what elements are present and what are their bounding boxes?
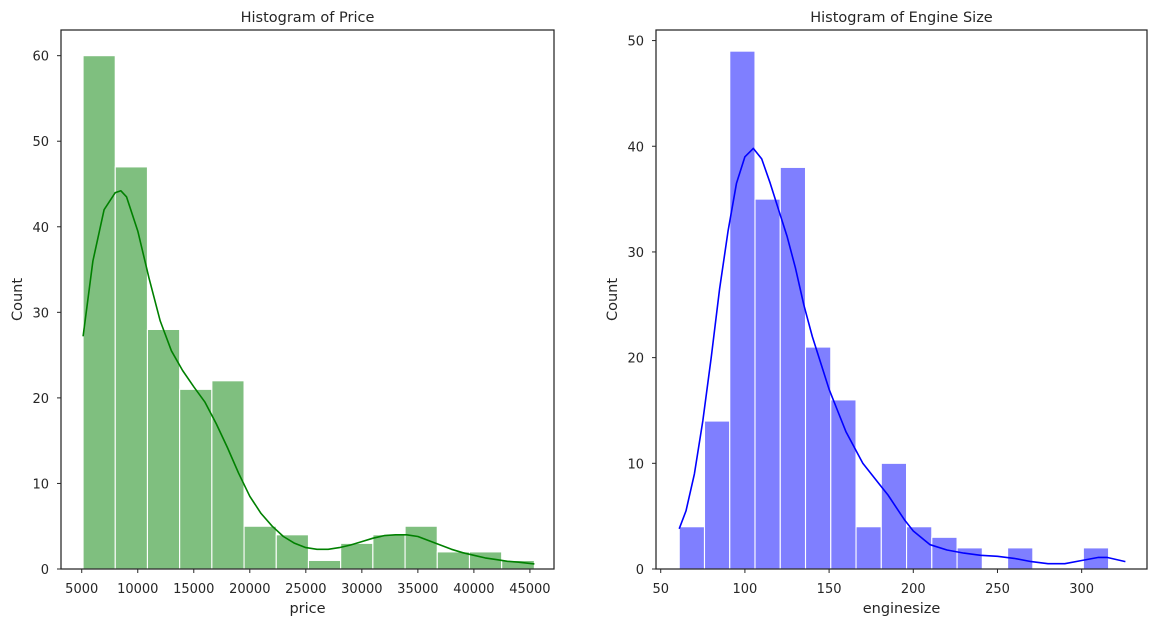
price-bar-3: [179, 388, 213, 570]
enginesize-ytick-label: 40: [627, 140, 644, 155]
enginesize-ytick-label: 0: [636, 563, 644, 578]
enginesize-xtick-label: 200: [901, 582, 926, 597]
enginesize-ytick-label: 20: [627, 352, 644, 367]
price-bar-6: [275, 534, 310, 570]
enginesize-ytick-label: 10: [627, 457, 644, 472]
price-ytick-label: 20: [32, 392, 49, 407]
price-bar-1: [114, 166, 149, 570]
price-ytick-label: 10: [32, 477, 49, 492]
price-kde-line: [82, 190, 535, 565]
price-bar-7: [307, 559, 342, 570]
enginesize-y-axis-label: Count: [605, 278, 621, 321]
enginesize-xtick-label: 150: [817, 582, 842, 597]
price-ytick-label: 0: [41, 563, 49, 578]
price-ytick-label: 40: [32, 221, 49, 236]
price-xtick-label: 5000: [65, 582, 98, 597]
price-ytick-label: 30: [32, 306, 49, 321]
enginesize-xtick-label: 100: [732, 582, 757, 597]
price-xtick-label: 35000: [397, 582, 438, 597]
price-bar-0: [82, 55, 116, 570]
enginesize-chart-title: Histogram of Engine Size: [810, 10, 993, 26]
price-bar-2: [146, 328, 181, 570]
price-axes-frame: [60, 29, 555, 570]
price-bar-8: [340, 542, 374, 570]
price-xtick-label: 45000: [509, 582, 550, 597]
price-bar-11: [436, 551, 471, 570]
price-xtick-label: 15000: [173, 582, 214, 597]
price-bar-9: [372, 534, 406, 570]
price-xtick-label: 30000: [341, 582, 382, 597]
price-chart-title: Histogram of Price: [241, 10, 375, 26]
enginesize-axes-frame: [655, 29, 1148, 570]
enginesize-xtick-label: 250: [985, 582, 1010, 597]
price-xtick-label: 40000: [453, 582, 494, 597]
price-xtick-label: 10000: [117, 582, 158, 597]
price-x-axis-label: price: [289, 601, 325, 617]
price-y-axis-label: Count: [10, 278, 26, 321]
price-xtick-label: 25000: [285, 582, 326, 597]
enginesize-bar-9: [906, 526, 933, 570]
enginesize-bar-6: [830, 399, 857, 570]
enginesize-ytick-label: 30: [627, 246, 644, 261]
enginesize-bar-7: [855, 526, 882, 570]
enginesize-bar-10: [931, 536, 958, 570]
price-xtick-label: 20000: [229, 582, 270, 597]
price-bar-5: [243, 525, 277, 570]
price-ytick-label: 50: [32, 135, 49, 150]
enginesize-x-axis-label: enginesize: [863, 601, 941, 617]
enginesize-kde-line: [678, 147, 1126, 565]
price-histogram-chart: 5000 10000 15000 20000 25000 30000 35000 40000 4…: [10, 10, 555, 617]
enginesize-xtick-label: 50: [652, 582, 669, 597]
enginesize-bar-0: [678, 526, 706, 570]
price-bar-10: [404, 525, 438, 570]
enginesize-bar-4: [779, 166, 807, 570]
enginesize-bar-3: [754, 198, 781, 570]
enginesize-bar-5: [804, 346, 832, 570]
enginesize-bar-2: [729, 50, 756, 570]
enginesize-histogram-chart: 50 100 150 200 250 300 0 10 20 30 40 50 Histogram of…: [605, 10, 1148, 617]
enginesize-xtick-label: 300: [1069, 582, 1094, 597]
enginesize-bar-1: [703, 420, 731, 570]
enginesize-bar-11: [956, 547, 983, 570]
enginesize-ytick-label: 50: [627, 35, 644, 50]
price-ytick-label: 60: [32, 50, 49, 65]
